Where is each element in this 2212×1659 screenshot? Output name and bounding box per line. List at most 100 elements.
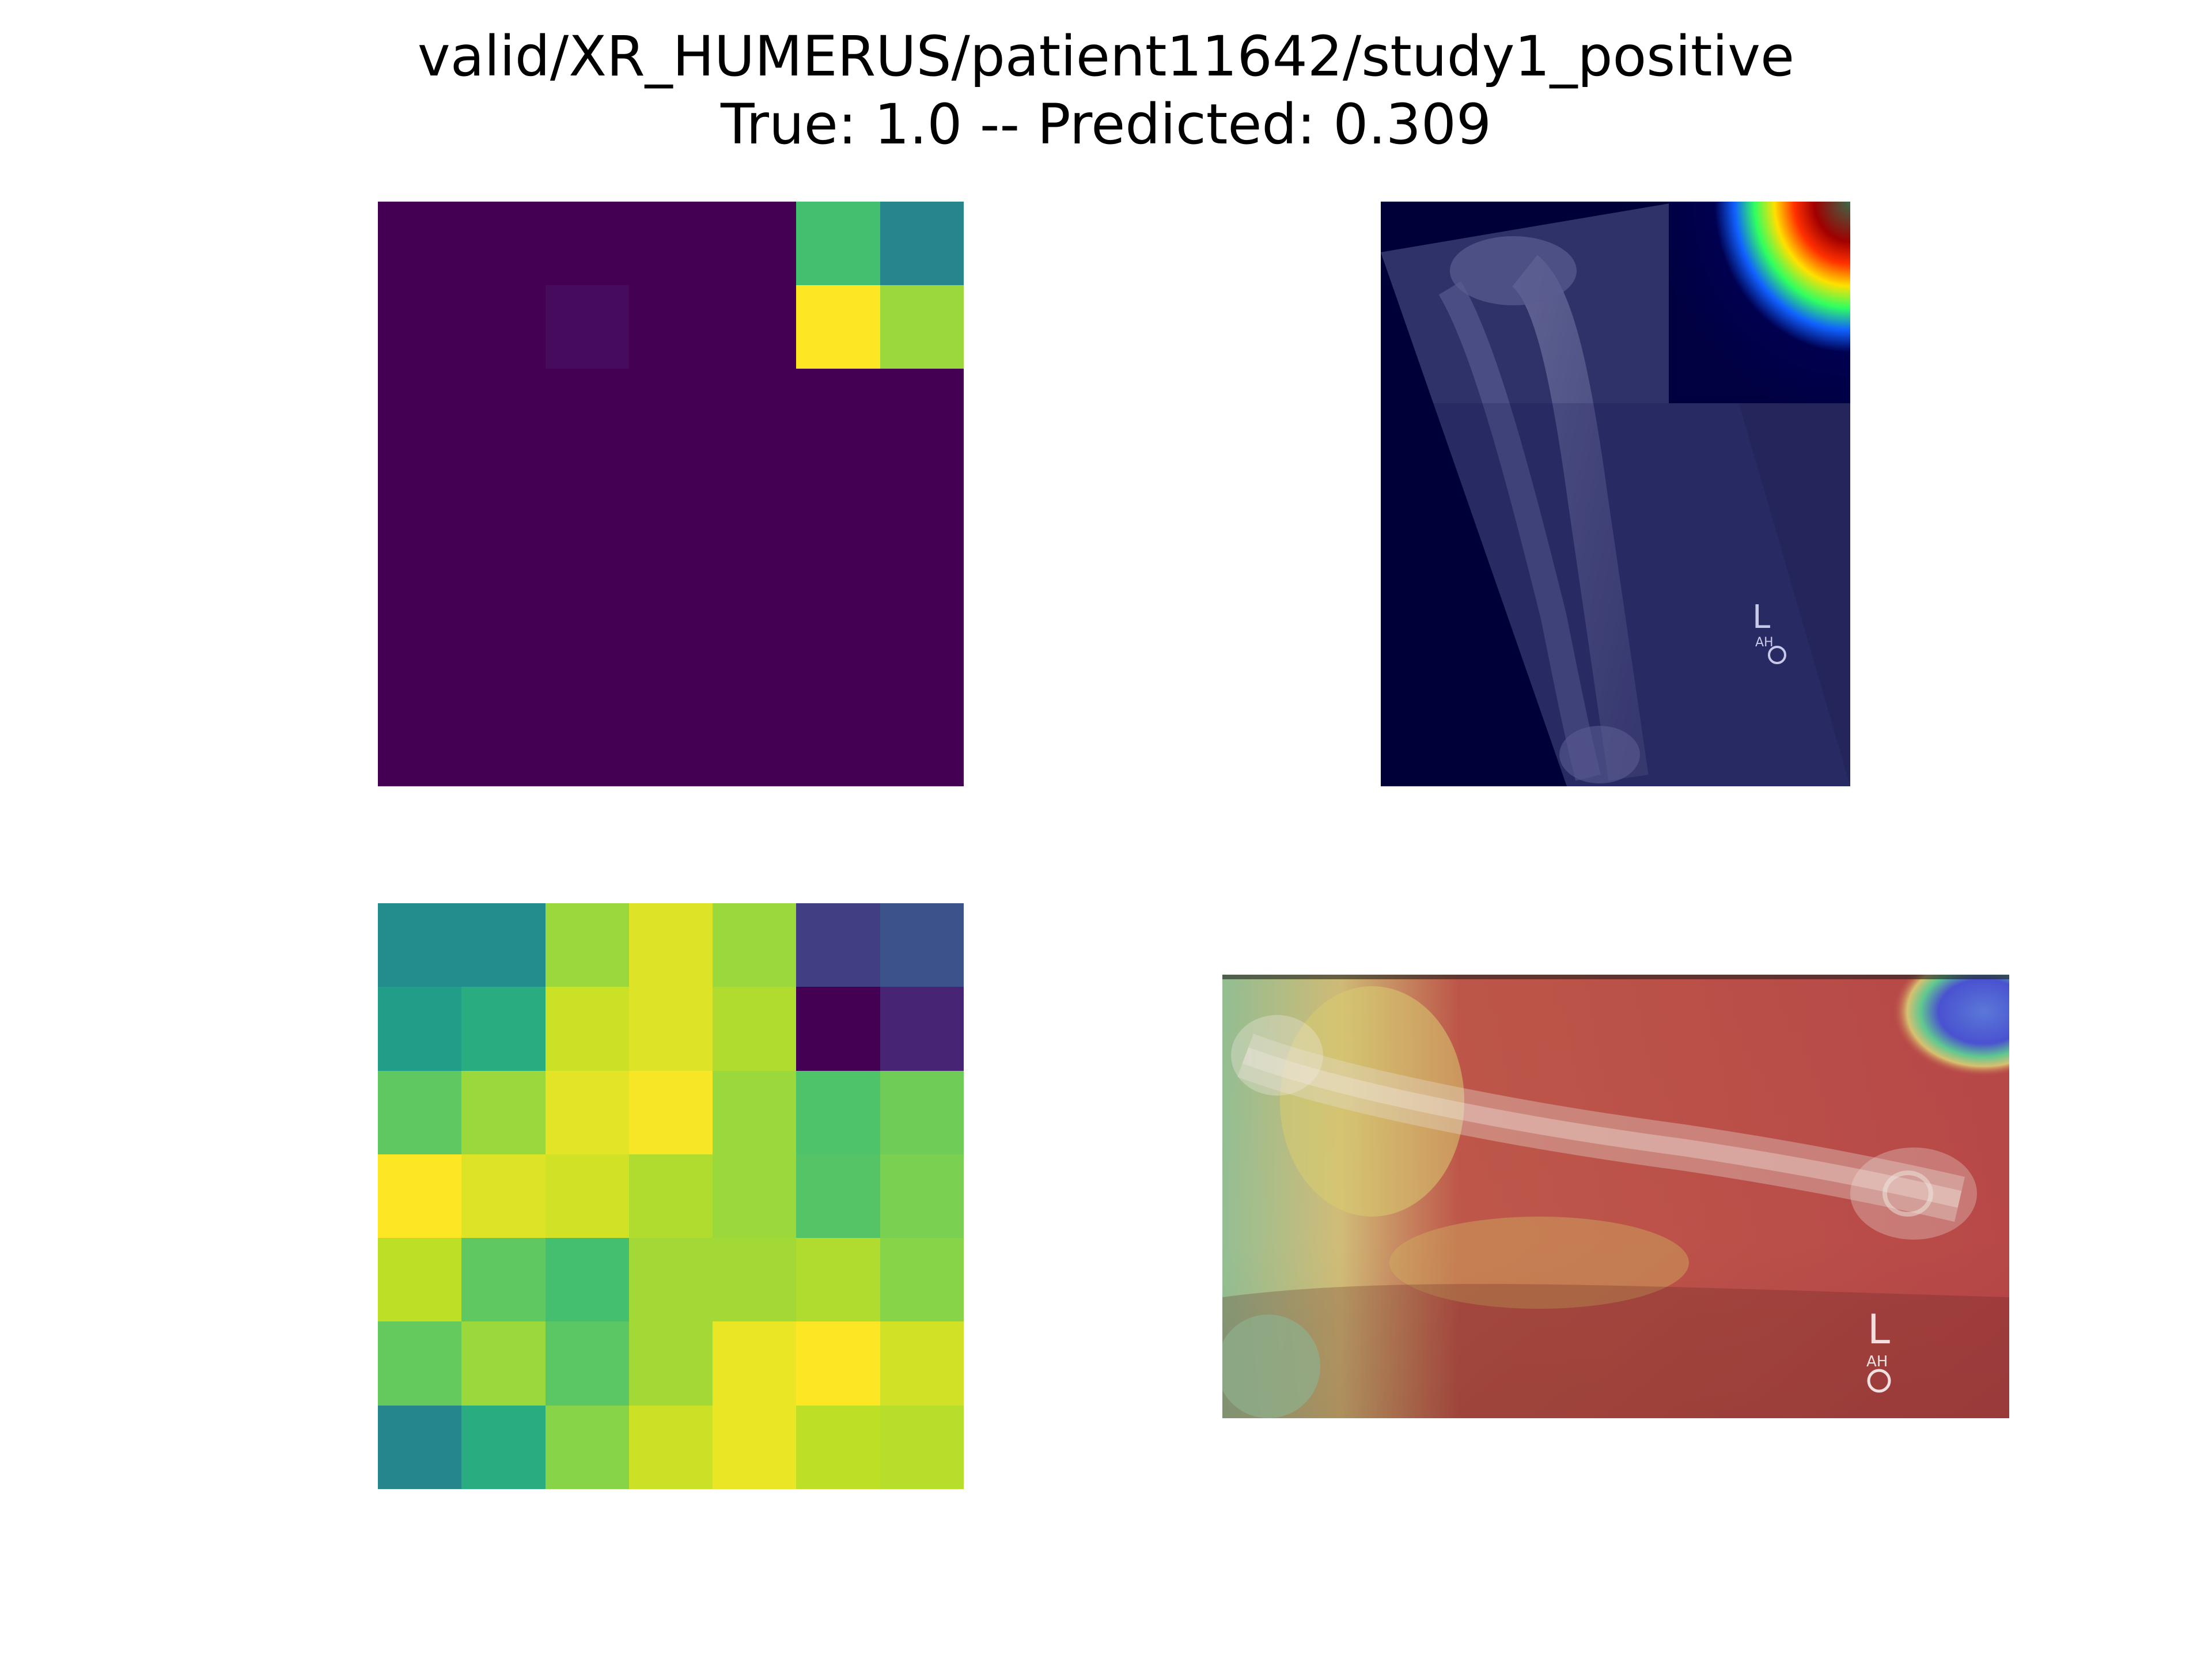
heatmap-bottom-cell-r6-c4 xyxy=(713,1405,797,1489)
heatmap-bottom-cell-r4-c2 xyxy=(545,1238,629,1322)
heatmap-bottom-cell-r0-c4 xyxy=(713,903,797,987)
heatmap-top-cell-r6-c2 xyxy=(545,703,629,786)
marker-circle-bottom xyxy=(1867,1369,1891,1393)
figure-title-line1: valid/XR_HUMERUS/patient11642/study1_pos… xyxy=(417,24,1795,89)
heatmap-bottom-cell-r2-c6 xyxy=(880,1070,964,1154)
heatmap-top-cell-r0-c5 xyxy=(796,202,880,285)
heatmap-top-cell-r1-c3 xyxy=(628,285,713,369)
heatmap-top-left xyxy=(378,202,964,786)
heatmap-bottom-cell-r6-c0 xyxy=(378,1405,462,1489)
heatmap-top-cell-r1-c1 xyxy=(461,285,546,369)
heatmap-bottom-cell-r3-c4 xyxy=(713,1154,797,1238)
heatmap-top-cell-r4-c4 xyxy=(713,536,797,619)
heatmap-bottom-cell-r2-c0 xyxy=(378,1070,462,1154)
heatmap-top-cell-r6-c3 xyxy=(628,703,713,786)
heatmap-bottom-cell-r5-c4 xyxy=(713,1321,797,1406)
heatmap-top-cell-r0-c1 xyxy=(461,202,546,285)
heatmap-top-cell-r5-c6 xyxy=(880,619,964,703)
heatmap-top-cell-r6-c1 xyxy=(461,703,546,786)
heatmap-bottom-cell-r4-c4 xyxy=(713,1238,797,1322)
heatmap-bottom-cell-r1-c5 xyxy=(796,987,880,1071)
heatmap-top-cell-r3-c2 xyxy=(545,452,629,536)
heatmap-bottom-cell-r5-c5 xyxy=(796,1321,880,1406)
heatmap-bottom-cell-r5-c0 xyxy=(378,1321,462,1406)
heatmap-top-cell-r3-c1 xyxy=(461,452,546,536)
heatmap-bottom-cell-r4-c5 xyxy=(796,1238,880,1322)
heatmap-top-cell-r4-c5 xyxy=(796,536,880,619)
heatmap-top-cell-r4-c2 xyxy=(545,536,629,619)
heatmap-bottom-cell-r3-c1 xyxy=(461,1154,546,1238)
heatmap-top-cell-r3-c4 xyxy=(713,452,797,536)
heatmap-top-cell-r2-c1 xyxy=(461,369,546,452)
heatmap-bottom-cell-r3-c5 xyxy=(796,1154,880,1238)
heatmap-top-cell-r0-c0 xyxy=(378,202,462,285)
heatmap-top-cell-r5-c3 xyxy=(628,619,713,703)
heatmap-top-cell-r4-c6 xyxy=(880,536,964,619)
xray-bottom-svg: L AH xyxy=(1222,975,2009,1418)
marker-subtext-top: AH xyxy=(1755,635,1774,650)
heatmap-bottom-cell-r1-c3 xyxy=(628,987,713,1071)
heatmap-bottom-cell-r4-c1 xyxy=(461,1238,546,1322)
heatmap-bottom-cell-r2-c3 xyxy=(628,1070,713,1154)
heatmap-top-cell-r2-c3 xyxy=(628,369,713,452)
heatmap-bottom-cell-r3-c0 xyxy=(378,1154,462,1238)
heatmap-bottom-cell-r4-c0 xyxy=(378,1238,462,1322)
heatmap-bottom-cell-r6-c2 xyxy=(545,1405,629,1489)
marker-letter-top: L xyxy=(1752,599,1770,636)
heatmap-bottom-cell-r4-c3 xyxy=(628,1238,713,1322)
heatmap-bottom-cell-r2-c5 xyxy=(796,1070,880,1154)
marker-letter-bottom: L xyxy=(1868,1306,1890,1353)
heatmap-top-cell-r0-c2 xyxy=(545,202,629,285)
heatmap-bottom-cell-r1-c6 xyxy=(880,987,964,1071)
heatmap-top-cell-r2-c6 xyxy=(880,369,964,452)
heatmap-top-cell-r0-c3 xyxy=(628,202,713,285)
heatmap-top-cell-r2-c2 xyxy=(545,369,629,452)
heatmap-bottom-cell-r6-c3 xyxy=(628,1405,713,1489)
heatmap-top-cell-r6-c5 xyxy=(796,703,880,786)
marker-subtext-bottom: AH xyxy=(1866,1353,1888,1370)
heatmap-top-cell-r2-c0 xyxy=(378,369,462,452)
marker-circle-top xyxy=(1768,646,1786,664)
heatmap-bottom-cell-r3-c2 xyxy=(545,1154,629,1238)
heatmap-bottom-cell-r1-c0 xyxy=(378,987,462,1071)
heatmap-bottom-cell-r5-c6 xyxy=(880,1321,964,1406)
heatmap-top-cell-r2-c4 xyxy=(713,369,797,452)
heatmap-bottom-cell-r1-c2 xyxy=(545,987,629,1071)
heatmap-bottom-cell-r5-c1 xyxy=(461,1321,546,1406)
xray-overlay-bottom-right: L AH xyxy=(1222,975,2009,1418)
heatmap-bottom-cell-r2-c2 xyxy=(545,1070,629,1154)
heatmap-top-cell-r6-c4 xyxy=(713,703,797,786)
heatmap-top-cell-r3-c6 xyxy=(880,452,964,536)
heatmap-bottom-cell-r5-c2 xyxy=(545,1321,629,1406)
xray-overlay-top-right: L AH xyxy=(1381,202,1850,786)
heatmap-top-cell-r5-c1 xyxy=(461,619,546,703)
heatmap-top-cell-r1-c5 xyxy=(796,285,880,369)
heatmap-top-cell-r4-c1 xyxy=(461,536,546,619)
heatmap-bottom-cell-r6-c1 xyxy=(461,1405,546,1489)
heatmap-bottom-cell-r6-c6 xyxy=(880,1405,964,1489)
heatmap-top-cell-r1-c6 xyxy=(880,285,964,369)
heatmap-bottom-left xyxy=(378,903,964,1489)
heatmap-bottom-cell-r0-c0 xyxy=(378,903,462,987)
heatmap-bottom-cell-r5-c3 xyxy=(628,1321,713,1406)
heatmap-top-cell-r5-c2 xyxy=(545,619,629,703)
heatmap-bottom-cell-r0-c6 xyxy=(880,903,964,987)
heatmap-top-cell-r6-c6 xyxy=(880,703,964,786)
heatmap-bottom-cell-r1-c4 xyxy=(713,987,797,1071)
heatmap-bottom-cell-r2-c4 xyxy=(713,1070,797,1154)
heatmap-top-cell-r2-c5 xyxy=(796,369,880,452)
heatmap-bottom-cell-r2-c1 xyxy=(461,1070,546,1154)
xray-top-svg: L AH xyxy=(1381,202,1850,786)
heatmap-top-cell-r6-c0 xyxy=(378,703,462,786)
heatmap-top-cell-r5-c0 xyxy=(378,619,462,703)
heatmap-top-cell-r1-c0 xyxy=(378,285,462,369)
heatmap-bottom-cell-r1-c1 xyxy=(461,987,546,1071)
heatmap-top-cell-r3-c3 xyxy=(628,452,713,536)
heatmap-bottom-cell-r0-c3 xyxy=(628,903,713,987)
heatmap-bottom-cell-r0-c5 xyxy=(796,903,880,987)
heatmap-top-cell-r4-c3 xyxy=(628,536,713,619)
heatmap-bottom-cell-r3-c6 xyxy=(880,1154,964,1238)
heatmap-top-cell-r0-c4 xyxy=(713,202,797,285)
heatmap-bottom-cell-r0-c2 xyxy=(545,903,629,987)
heatmap-top-cell-r5-c4 xyxy=(713,619,797,703)
